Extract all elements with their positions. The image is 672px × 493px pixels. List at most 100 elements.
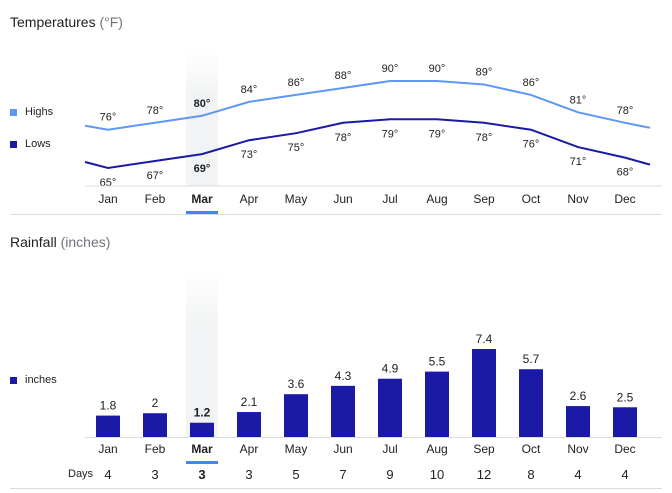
high-label-feb: 78° xyxy=(147,105,164,117)
rain-days-oct: 8 xyxy=(527,467,534,482)
rain-label-may: 3.6 xyxy=(288,377,305,391)
rain-month-label-feb: Feb xyxy=(145,442,166,456)
rain-month-label-oct: Oct xyxy=(522,442,541,456)
rain-month-label-jul: Jul xyxy=(382,442,397,456)
rain-label-apr: 2.1 xyxy=(241,395,258,409)
rain-month-label-jun: Jun xyxy=(333,442,352,456)
rain-bar-nov xyxy=(566,406,590,437)
rain-bar-apr xyxy=(237,412,261,437)
low-label-sep: 78° xyxy=(476,132,493,144)
temp-month-label-sep: Sep xyxy=(473,192,495,206)
temp-month-label-oct: Oct xyxy=(522,192,541,206)
temp-month-label-aug: Aug xyxy=(426,192,447,206)
temp-month-label-jul: Jul xyxy=(382,192,397,206)
high-label-jul: 90° xyxy=(382,63,399,75)
rain-days-sep: 12 xyxy=(477,467,491,482)
high-label-dec: 78° xyxy=(617,105,634,117)
legend-rainfall-label: inches xyxy=(25,374,57,386)
high-label-nov: 81° xyxy=(570,94,587,106)
rain-days-dec: 4 xyxy=(621,467,628,482)
selected-month-underline-temperature xyxy=(186,211,218,214)
rain-days-jul: 9 xyxy=(386,467,393,482)
low-label-aug: 79° xyxy=(429,128,446,140)
rain-label-jun: 4.3 xyxy=(335,369,352,383)
rainfall-swatch xyxy=(10,376,17,384)
temperatures-unit: (°F) xyxy=(99,14,123,30)
rain-month-label-apr: Apr xyxy=(240,442,259,456)
high-label-jun: 88° xyxy=(335,70,352,82)
rainfall-title: Rainfall (inches) xyxy=(10,234,110,250)
rain-label-feb: 2 xyxy=(152,396,159,410)
days-label: Days xyxy=(68,468,94,480)
rain-label-jan: 1.8 xyxy=(100,399,117,413)
rain-bar-oct xyxy=(519,369,543,437)
rain-days-feb: 3 xyxy=(151,467,158,482)
low-label-apr: 73° xyxy=(241,149,258,161)
low-label-oct: 76° xyxy=(523,139,540,151)
rain-month-label-sep: Sep xyxy=(473,442,495,456)
lows-line xyxy=(84,118,651,170)
low-label-may: 75° xyxy=(288,142,305,154)
highs-swatch xyxy=(10,108,17,116)
rain-bar-jan xyxy=(96,415,120,437)
low-label-feb: 67° xyxy=(147,170,164,182)
low-label-jun: 78° xyxy=(335,132,352,144)
rain-label-nov: 2.6 xyxy=(570,389,587,403)
rain-label-jul: 4.9 xyxy=(382,362,399,376)
rain-days-aug: 10 xyxy=(430,467,444,482)
rain-bar-dec xyxy=(613,407,637,437)
rain-label-aug: 5.5 xyxy=(429,355,446,369)
rain-bar-sep xyxy=(472,349,496,437)
rain-label-sep: 7.4 xyxy=(476,332,493,346)
temperatures-title-text: Temperatures xyxy=(10,14,96,30)
high-label-mar: 80° xyxy=(194,98,211,110)
low-label-jul: 79° xyxy=(382,128,399,140)
rain-month-label-jan: Jan xyxy=(98,442,117,456)
rain-label-oct: 5.7 xyxy=(523,352,540,366)
rain-days-apr: 3 xyxy=(245,467,252,482)
temp-month-label-may: May xyxy=(285,192,308,206)
rain-bar-mar xyxy=(190,422,214,437)
rain-label-dec: 2.5 xyxy=(617,390,634,404)
selected-month-underline-rainfall xyxy=(186,461,218,464)
low-label-mar: 69° xyxy=(194,163,211,175)
lows-swatch xyxy=(10,140,17,148)
temp-month-label-jan: Jan xyxy=(98,192,117,206)
low-label-jan: 65° xyxy=(100,177,117,189)
temp-month-label-jun: Jun xyxy=(333,192,352,206)
low-label-dec: 68° xyxy=(617,167,634,179)
legend-rainfall: inches xyxy=(10,374,57,386)
high-label-apr: 84° xyxy=(241,84,258,96)
high-label-jan: 76° xyxy=(100,112,117,124)
rain-label-mar: 1.2 xyxy=(194,406,211,420)
rain-bar-jul xyxy=(378,378,402,437)
rain-days-jan: 4 xyxy=(104,467,111,482)
selected-month-band-rainfall xyxy=(186,270,218,438)
temp-month-label-mar: Mar xyxy=(191,192,213,206)
high-label-sep: 89° xyxy=(476,66,493,78)
rain-month-label-aug: Aug xyxy=(426,442,447,456)
temperatures-title: Temperatures (°F) xyxy=(10,14,123,30)
legend-highs-label: Highs xyxy=(25,106,54,118)
legend-lows-label: Lows xyxy=(25,138,51,150)
rain-days-jun: 7 xyxy=(339,467,346,482)
rain-bar-jun xyxy=(331,385,355,437)
low-label-nov: 71° xyxy=(570,156,587,168)
rain-bar-may xyxy=(284,394,308,437)
rain-days-nov: 4 xyxy=(574,467,581,482)
rain-days-mar: 3 xyxy=(198,467,205,482)
high-label-aug: 90° xyxy=(429,63,446,75)
rain-days-may: 5 xyxy=(292,467,299,482)
bottom-divider xyxy=(10,488,662,489)
rain-month-label-mar: Mar xyxy=(191,442,213,456)
highs-line xyxy=(84,80,651,131)
rain-month-label-may: May xyxy=(285,442,308,456)
rain-month-label-nov: Nov xyxy=(567,442,588,456)
rain-month-label-dec: Dec xyxy=(614,442,635,456)
legend-lows: Lows xyxy=(10,138,51,150)
rainfall-title-text: Rainfall xyxy=(10,234,57,250)
high-label-oct: 86° xyxy=(523,77,540,89)
rain-bar-aug xyxy=(425,371,449,437)
section-divider xyxy=(10,214,662,215)
